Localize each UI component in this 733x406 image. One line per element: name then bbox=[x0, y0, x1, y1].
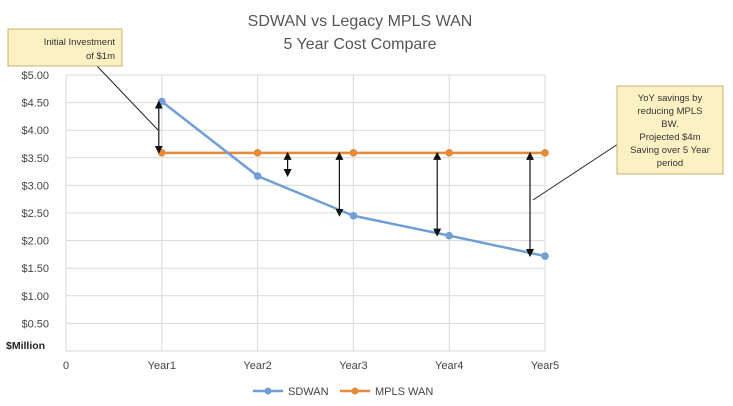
legend-marker-mpls-wan bbox=[351, 387, 359, 395]
callout-yoy-savings-box bbox=[616, 85, 724, 175]
callout-yoy-savings-leader bbox=[532, 143, 619, 201]
x-tick-label: Year4 bbox=[435, 360, 463, 372]
legend-item-mpls-wan: MPLS WAN bbox=[340, 386, 433, 398]
y-tick-label: $1.00 bbox=[21, 291, 49, 303]
data-point-sdwan bbox=[253, 172, 262, 180]
x-origin-label: 0 bbox=[63, 360, 69, 372]
callout-initial-investment-leader bbox=[96, 65, 159, 131]
y-tick-label: $4.00 bbox=[21, 125, 49, 137]
callout-initial-investment-box bbox=[7, 28, 123, 67]
legend-item-sdwan: SDWAN bbox=[253, 386, 329, 398]
data-point-mpls-wan bbox=[158, 149, 166, 157]
x-tick-labels: Year1 Year2 Year3 Year4 Year5 bbox=[148, 360, 560, 372]
callout-yoy-savings-line-2: reducing MPLS bbox=[638, 106, 703, 117]
x-tick-label: Year2 bbox=[243, 360, 271, 372]
chart-title-line-2: 5 Year Cost Compare bbox=[284, 36, 437, 53]
callout-initial-investment: Initial Investment of $1m bbox=[7, 28, 159, 131]
data-point-sdwan bbox=[445, 231, 454, 240]
data-point-mpls-wan bbox=[541, 149, 549, 157]
y-tick-label: $3.00 bbox=[21, 180, 49, 192]
y-tick-label: $2.00 bbox=[21, 236, 49, 248]
series-layer bbox=[158, 97, 549, 260]
y-tick-label: $3.50 bbox=[21, 153, 49, 165]
legend-label-sdwan: SDWAN bbox=[288, 386, 329, 398]
callout-yoy-savings: YoY savings by reducing MPLS BW. Project… bbox=[532, 85, 724, 201]
legend-label-mpls-wan: MPLS WAN bbox=[375, 386, 433, 398]
data-point-mpls-wan bbox=[253, 149, 262, 157]
legend-marker-sdwan bbox=[264, 387, 272, 395]
savings-arrows bbox=[154, 100, 534, 258]
data-point-mpls-wan bbox=[349, 149, 358, 157]
data-point-sdwan bbox=[541, 252, 549, 260]
x-tick-label: Year1 bbox=[148, 360, 176, 372]
data-point-mpls-wan bbox=[445, 149, 454, 157]
callout-initial-investment-line-2: of $1m bbox=[86, 51, 115, 62]
y-tick-label: $5.00 bbox=[21, 70, 49, 82]
callout-yoy-savings-line-4: Projected $4m bbox=[639, 132, 700, 143]
y-tick-label: $1.50 bbox=[21, 263, 49, 275]
y-tick-label: $0.50 bbox=[21, 318, 49, 330]
y-tick-label: $4.50 bbox=[21, 98, 49, 110]
grid-lines bbox=[65, 74, 546, 352]
data-point-sdwan bbox=[349, 211, 358, 220]
y-axis-label: $Million bbox=[6, 340, 45, 352]
callout-yoy-savings-line-3: BW. bbox=[661, 119, 678, 130]
y-tick-label: $2.50 bbox=[21, 208, 49, 220]
x-tick-label: Year3 bbox=[339, 360, 367, 372]
callout-yoy-savings-line-1: YoY savings by bbox=[638, 93, 703, 104]
chart-title-line-1: SDWAN vs Legacy MPLS WAN bbox=[248, 13, 473, 30]
callout-initial-investment-line-1: Initial Investment bbox=[44, 37, 116, 48]
x-tick-label: Year5 bbox=[531, 360, 559, 372]
data-point-sdwan bbox=[158, 97, 166, 106]
callout-yoy-savings-line-6: period bbox=[657, 158, 683, 169]
y-tick-labels: $0.50 $1.00 $1.50 $2.00 $2.50 $3.00 $3.50 $4.00… bbox=[21, 70, 49, 330]
legend: SDWAN MPLS WAN bbox=[253, 386, 433, 398]
callout-yoy-savings-line-5: Saving over 5 Year bbox=[630, 145, 710, 156]
